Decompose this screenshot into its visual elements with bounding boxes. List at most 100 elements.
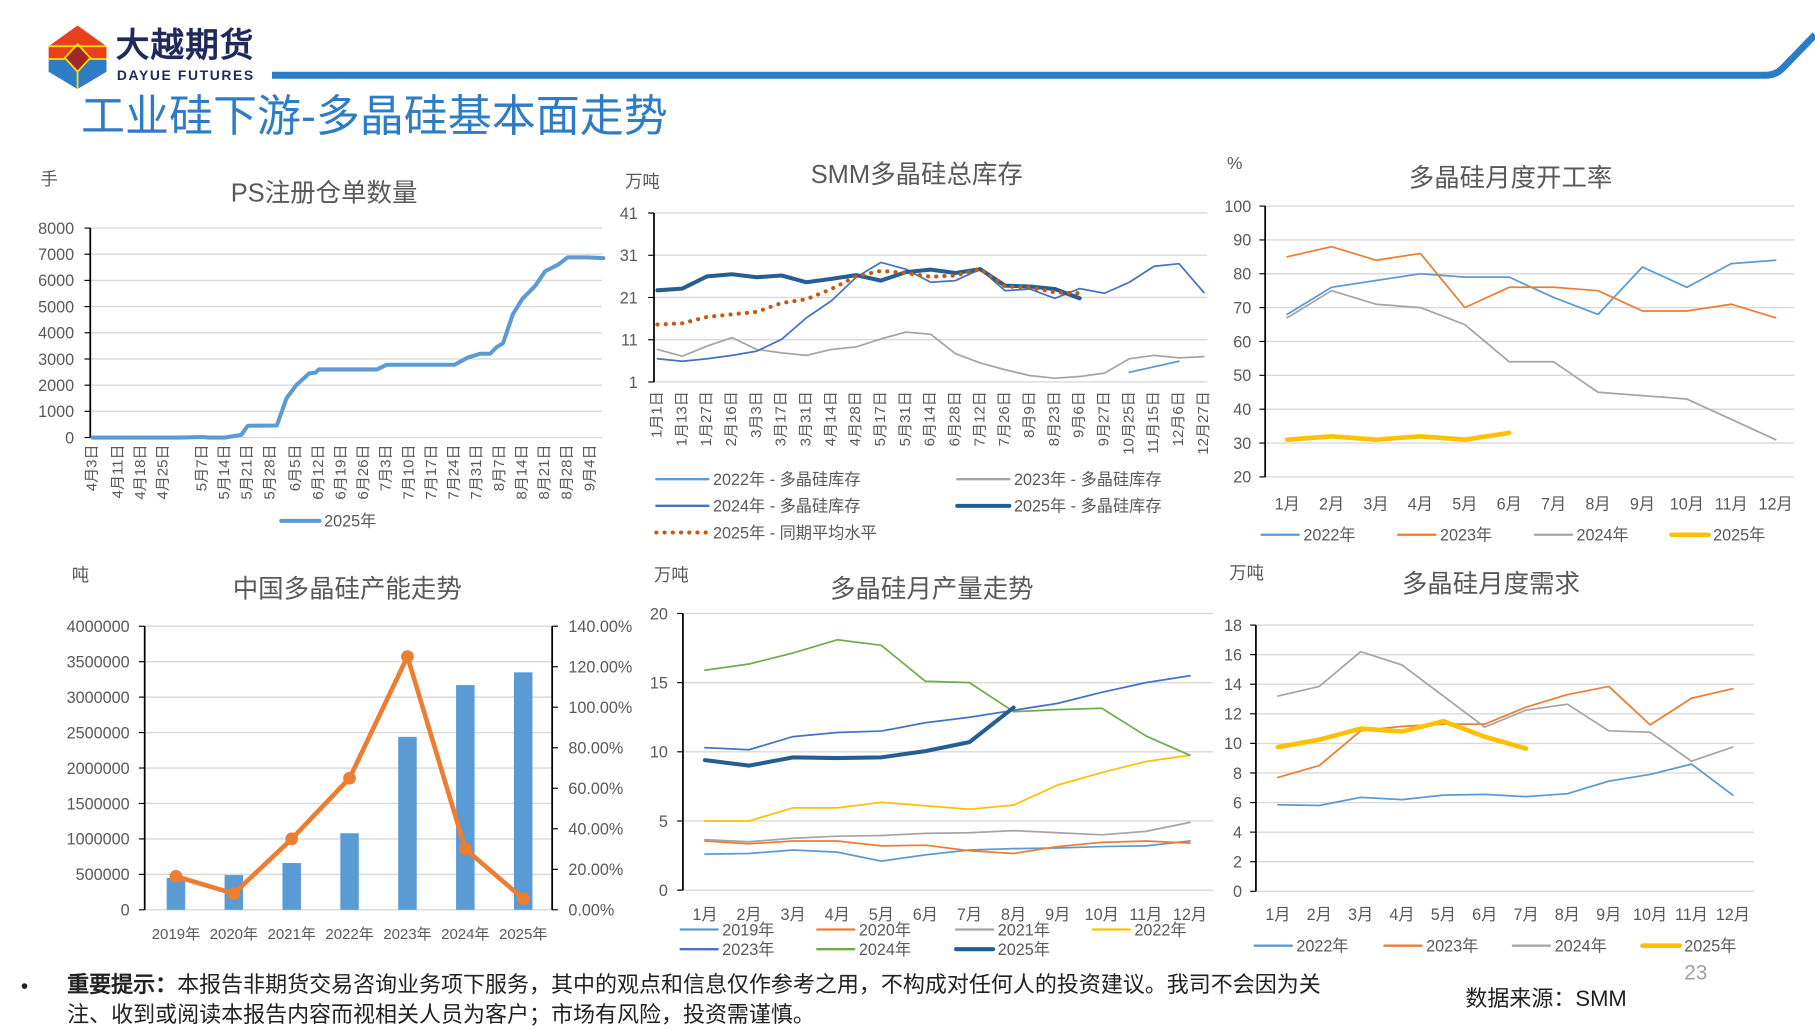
x-tick-label: 4月 [1408,495,1433,513]
y-tick-label: 10 [650,744,668,762]
dayue-logo-icon [48,25,107,90]
chart-3: 多晶硅月度开工率% 20 30 40 50 60 70 80 90 100 1月 2月 3月 4月 5月 6月… [1224,153,1795,545]
series-line-2024年 [1286,289,1777,441]
y-tick-label: 4000 [38,325,74,343]
x-tick-label: 7月12日 [971,391,988,446]
x-tick-label: 6月26日 [355,444,372,499]
y2-tick-label: 20.00% [568,861,623,879]
x-tick-label: 4月28日 [847,391,864,446]
y-tick-label: 0 [1233,883,1242,901]
x-tick-label: 5月21日 [239,444,256,499]
x-tick-label: 3月3日 [748,391,765,438]
growth-rate-marker [343,771,356,785]
legend-label: 2025年 [998,941,1050,959]
series-line-2025年 [702,705,1016,768]
y-tick-label: 3500000 [67,653,130,671]
x-tick-label: 7月17日 [423,444,440,499]
series-line-2020年 [704,840,1191,855]
capacity-bar [282,863,301,910]
y-tick-label: 100 [1224,198,1251,216]
y-tick-label: 50 [1233,367,1251,385]
y-tick-label: 12 [1224,706,1242,724]
notice-line2: 注、收到或阅读本报告内容而视相关人员为客户；市场有风险，投资需谨慎。 [67,1002,815,1028]
series-line-2024年 [704,638,1191,757]
x-tick-label: 11月 [1715,495,1748,513]
x-tick-label: 2023年 [383,926,431,943]
charts-area: PS注册仓单数量手0100020003000400050006000700080… [38,153,1795,959]
x-tick-label: 2025年 [499,926,547,943]
chart-title: 多晶硅月度开工率 [1409,164,1613,192]
x-tick-label: 7月24日 [446,444,463,499]
y-tick-label: 3000 [38,351,74,369]
legend-label: 2022年 [1303,527,1355,545]
x-tick-label: 12月27日 [1195,391,1212,455]
y-axis-unit: 万吨 [654,565,689,585]
chart-1: PS注册仓单数量 手 0 1000 2000 3000 4000 5000 6000 7000 80… [38,169,606,531]
x-tick-label: 7月 [1513,906,1538,924]
x-tick-label: 2月 [1307,906,1332,924]
legend-label: 2020年 [859,921,911,939]
x-tick-label: 12月6日 [1170,391,1187,446]
x-tick-label: 12月 [1716,906,1750,924]
y-tick-label: 31 [620,247,638,265]
x-tick-label: 5月 [869,906,894,924]
y-tick-label: 20 [1233,469,1251,487]
y2-tick-label: 100.00% [568,699,632,717]
notice-line1: 本报告非期货交易咨询业务项下服务，其中的观点和信息仅作参考之用，不构成对任何人的… [177,972,1321,998]
x-tick-label: 6月19日 [332,444,349,499]
y-tick-label: 20 [650,605,668,623]
growth-rate-marker [169,870,183,883]
x-tick-label: 7月31日 [468,444,485,499]
y-tick-label: 6 [1233,794,1242,812]
growth-rate-marker [401,650,414,663]
legend-label: 2025年 [1684,937,1736,955]
notice-bullet: • [20,974,29,998]
series-line-2019年 [704,840,1191,862]
series-line-2023年 [704,674,1191,751]
x-tick-label: 3月 [1348,906,1373,924]
y-tick-label: 4000000 [67,618,130,636]
y-tick-label: 0 [659,882,668,900]
y2-tick-label: 80.00% [568,740,623,758]
y-tick-label: 90 [1233,232,1251,250]
x-tick-label: 7月10日 [400,444,417,499]
legend-label: 2019年 [722,921,774,939]
page-title: 工业硅下游-多晶硅基本面走势 [81,90,668,142]
chart-title: SMM多晶硅总库存 [811,161,1023,189]
capacity-bar [398,736,417,910]
x-tick-label: 2月 [736,906,761,924]
x-tick-label: 2024年 [441,926,489,943]
growth-rate-marker [285,832,299,846]
series-line-2022年 [704,754,1191,822]
y2-tick-label: 140.00% [568,618,632,636]
y2-tick-label: 120.00% [568,659,632,677]
y-tick-label: 30 [1233,435,1251,453]
y-tick-label: 5 [659,813,668,831]
header-rule [272,32,1815,79]
legend-label: 2022年 [1296,937,1348,955]
y-tick-label: 10 [1224,735,1242,753]
series-line-2025年 [1284,430,1512,442]
x-tick-label: 7月3日 [378,444,395,491]
x-tick-label: 2021年 [267,926,315,943]
x-tick-label: 5月7日 [193,444,210,491]
x-tick-label: 5月 [1431,906,1456,924]
x-tick-label: 4月25日 [155,444,172,499]
series-line-2025年-多晶硅库存 [655,267,1082,301]
x-tick-label: 8月 [1585,495,1610,513]
x-tick-label: 10月 [1670,495,1704,513]
y-axis-unit: 万吨 [625,172,660,192]
legend-label: 2022年 - 多晶硅库存 [713,471,861,489]
x-tick-label: 6月5日 [287,444,304,491]
x-tick-label: 5月28日 [261,444,278,499]
y-tick-label: 1000 [38,403,74,421]
x-tick-label: 11月15日 [1145,391,1162,453]
x-tick-label: 5月31日 [897,391,914,446]
y-tick-label: 14 [1224,676,1242,694]
x-tick-label: 9月4日 [581,444,598,491]
x-tick-label: 6月14日 [922,391,939,446]
x-tick-label: 9月 [1045,906,1070,924]
series-line-2024年-多晶硅库存 [656,261,1205,363]
y2-tick-label: 0.00% [568,902,614,920]
